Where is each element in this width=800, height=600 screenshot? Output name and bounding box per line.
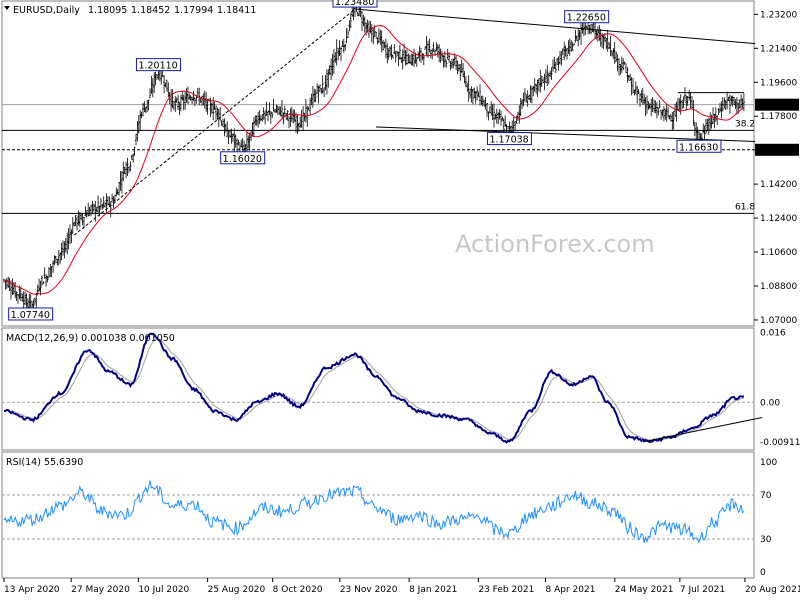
date-axis-label: 8 Oct 2020 [273,585,323,595]
annotation-label: 1.22650 [567,13,606,24]
price-axis-label: 1.19600 [760,78,797,88]
rsi-axis-label: 100 [760,458,777,468]
open-value: 1.18095 [88,5,127,16]
annotation-label: 1.20110 [138,61,177,72]
date-axis-label: 24 May 2021 [615,585,674,595]
annotation-box [332,0,378,8]
main-price-panel: 38.2 61.8 1.07740 1.20110 1.16020 1.23480 1.17… [2,0,755,321]
date-axis-label: 25 Aug 2020 [208,585,266,595]
price-axis-label: 1.17800 [760,112,797,122]
macd-panel-frame [1,327,755,451]
annotation-box [486,132,532,146]
fib-61-8-label: 61.8 [735,202,755,212]
current-price-tag-bg [755,98,799,111]
annotation-label: 1.16020 [223,154,262,165]
rsi-axis-label: 0 [760,568,766,578]
rsi-label: RSI(14) 55.6390 [6,457,83,468]
date-axis-label: 7 Jul 2021 [680,585,725,595]
date-axis-label: 20 Aug 2021 [745,585,800,595]
annotation-label: 1.07740 [11,310,50,321]
macd-trend-line [642,417,763,443]
annotation-label: 1.16630 [679,142,718,153]
main-panel-frame [1,0,755,327]
date-axis-label: 23 Feb 2021 [478,585,534,595]
macd-signal-line [4,338,745,442]
macd-panel [2,332,763,444]
annotation-box [220,151,266,165]
lower-trend-line [376,126,756,142]
macd-axis-label: 0.00 [760,398,780,408]
support-level-tag: 1.16020 [759,147,796,157]
date-axis-label: 13 Apr 2020 [4,585,60,595]
price-bars [3,0,745,318]
annotation-box [8,307,54,321]
price-axis-label: 1.07000 [760,316,797,326]
price-axis-label: 1.21400 [760,44,797,54]
annotation-box [564,10,610,24]
close-value: 1.18411 [217,5,256,16]
annotation-box [676,139,722,153]
rsi-axis-label: 30 [760,535,772,545]
price-axis-label: 1.14200 [760,180,797,190]
macd-axis-label: -0.009116 [760,438,800,448]
rsi-panel [2,480,754,544]
date-axis-label: 8 Jan 2021 [409,585,457,595]
fib-38-2-label: 38.2 [735,119,755,129]
resistance-trend-line [354,8,756,45]
watermark: ActionForex.com [455,230,655,258]
macd-label: MACD(12,26,9) 0.001038 0.001050 [6,333,175,344]
price-axis-label: 1.10600 [760,248,797,258]
annotation-box [135,58,181,72]
symbol-label: EURUSD,Daily [13,5,80,16]
price-axis-label: 1.08800 [760,282,797,292]
date-axis-label: 8 Apr 2021 [546,585,596,595]
chart-header: EURUSD,Daily 1.18095 1.18452 1.17994 1.1… [4,5,256,16]
rsi-axis-label: 70 [760,491,772,501]
axes: 1.232001.214001.196001.178001.160001.142… [3,10,800,595]
macd-axis-label: 0.016 [760,329,786,339]
annotation-label: 1.23480 [335,0,374,8]
rsi-panel-frame [1,451,755,579]
rsi-line [3,480,745,544]
triangle-down-icon [4,6,10,10]
current-price-tag: 1.18411 [759,102,796,112]
date-axis-label: 27 May 2020 [71,585,130,595]
support-level-tag-bg [755,143,799,156]
date-axis-label: 23 Nov 2020 [340,585,398,595]
date-axis-label: 10 Jul 2020 [138,585,189,595]
price-axis-label: 1.12400 [760,214,797,224]
high-value: 1.18452 [131,5,170,16]
low-value: 1.17994 [174,5,213,16]
price-axis-label: 1.23200 [760,10,797,20]
moving-average-line [3,24,745,295]
macd-line [3,332,745,444]
rising-dashed-trend-line [73,8,356,236]
annotation-label: 1.17038 [489,135,528,146]
